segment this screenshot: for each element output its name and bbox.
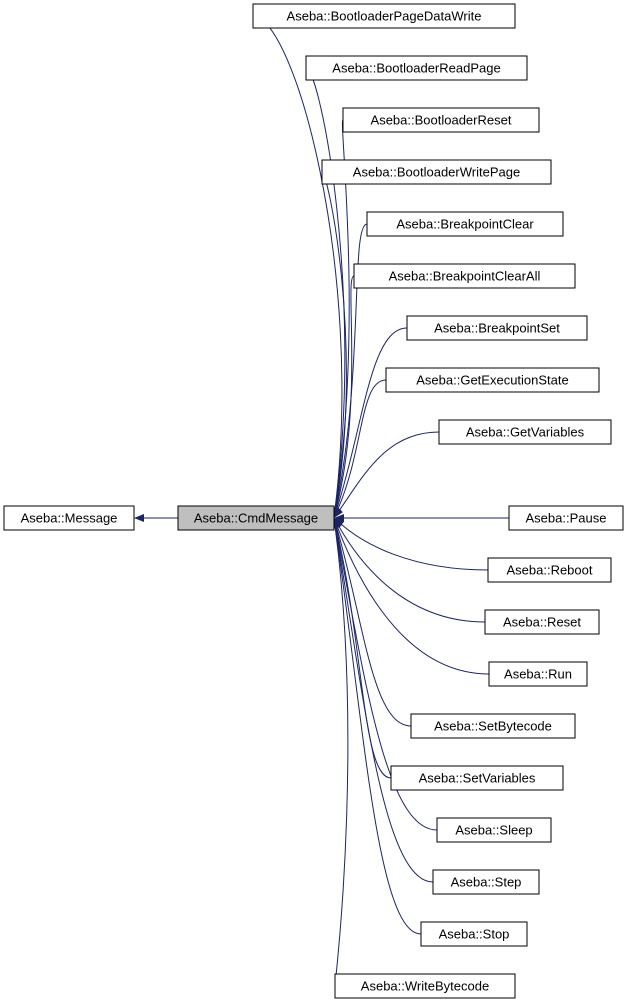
node-n18-label: Aseba::WriteBytecode [361, 978, 489, 993]
node-n9[interactable]: Aseba::Pause [509, 506, 623, 530]
inheritance-diagram: Aseba::BootloaderPageDataWriteAseba::Boo… [0, 0, 627, 1000]
node-n3-label: Aseba::BootloaderWritePage [353, 164, 520, 179]
node-n8[interactable]: Aseba::GetVariables [439, 420, 611, 444]
edge-n7-to-cmd [338, 380, 386, 509]
node-n7-label: Aseba::GetExecutionState [416, 372, 568, 387]
node-n17[interactable]: Aseba::Stop [421, 922, 527, 946]
node-n10[interactable]: Aseba::Reboot [488, 558, 611, 582]
node-n2[interactable]: Aseba::BootloaderReset [343, 108, 539, 132]
edge-n10-to-cmd [342, 525, 488, 570]
node-n8-label: Aseba::GetVariables [466, 424, 585, 439]
node-n13-label: Aseba::SetBytecode [434, 718, 552, 733]
edge-n13-to-cmd [337, 528, 411, 726]
node-n1-label: Aseba::BootloaderReadPage [332, 60, 500, 75]
node-n10-label: Aseba::Reboot [506, 562, 592, 577]
edge-n12-to-cmd [338, 527, 489, 674]
node-n5-label: Aseba::BreakpointClearAll [389, 268, 541, 283]
edge-n3-to-cmd [322, 172, 346, 508]
edge-n18-to-cmd [335, 528, 348, 986]
node-n1[interactable]: Aseba::BootloaderReadPage [306, 56, 527, 80]
node-n13[interactable]: Aseba::SetBytecode [411, 714, 575, 738]
node-n0[interactable]: Aseba::BootloaderPageDataWrite [253, 4, 515, 28]
node-n6-label: Aseba::BreakpointSet [434, 320, 560, 335]
node-message-label: Aseba::Message [21, 510, 118, 525]
node-n15[interactable]: Aseba::Sleep [437, 818, 551, 842]
node-cmdmessage-label: Aseba::CmdMessage [194, 510, 318, 525]
node-message[interactable]: Aseba::Message [4, 506, 134, 530]
node-n9-label: Aseba::Pause [526, 510, 607, 525]
node-n12-label: Aseba::Run [504, 666, 572, 681]
node-n2-label: Aseba::BootloaderReset [371, 112, 512, 127]
node-n0-label: Aseba::BootloaderPageDataWrite [287, 8, 482, 23]
edge-n11-to-cmd [339, 527, 485, 622]
node-n6[interactable]: Aseba::BreakpointSet [407, 316, 587, 340]
node-cmdmessage[interactable]: Aseba::CmdMessage [178, 506, 334, 530]
node-n14[interactable]: Aseba::SetVariables [391, 766, 563, 790]
node-n11[interactable]: Aseba::Reset [485, 610, 599, 634]
node-n15-label: Aseba::Sleep [455, 822, 532, 837]
node-n16[interactable]: Aseba::Step [433, 870, 539, 894]
node-n12[interactable]: Aseba::Run [489, 662, 587, 686]
arrowhead [134, 514, 144, 522]
node-n3[interactable]: Aseba::BootloaderWritePage [322, 160, 551, 184]
node-n11-label: Aseba::Reset [503, 614, 581, 629]
node-n18[interactable]: Aseba::WriteBytecode [335, 974, 515, 998]
edge-n0-to-cmd [253, 16, 342, 508]
node-n4-label: Aseba::BreakpointClear [396, 216, 534, 231]
node-n5[interactable]: Aseba::BreakpointClearAll [354, 264, 575, 288]
node-n16-label: Aseba::Step [451, 874, 522, 889]
node-n14-label: Aseba::SetVariables [419, 770, 536, 785]
node-n4[interactable]: Aseba::BreakpointClear [367, 212, 563, 236]
node-n17-label: Aseba::Stop [439, 926, 510, 941]
node-n7[interactable]: Aseba::GetExecutionState [386, 368, 599, 392]
